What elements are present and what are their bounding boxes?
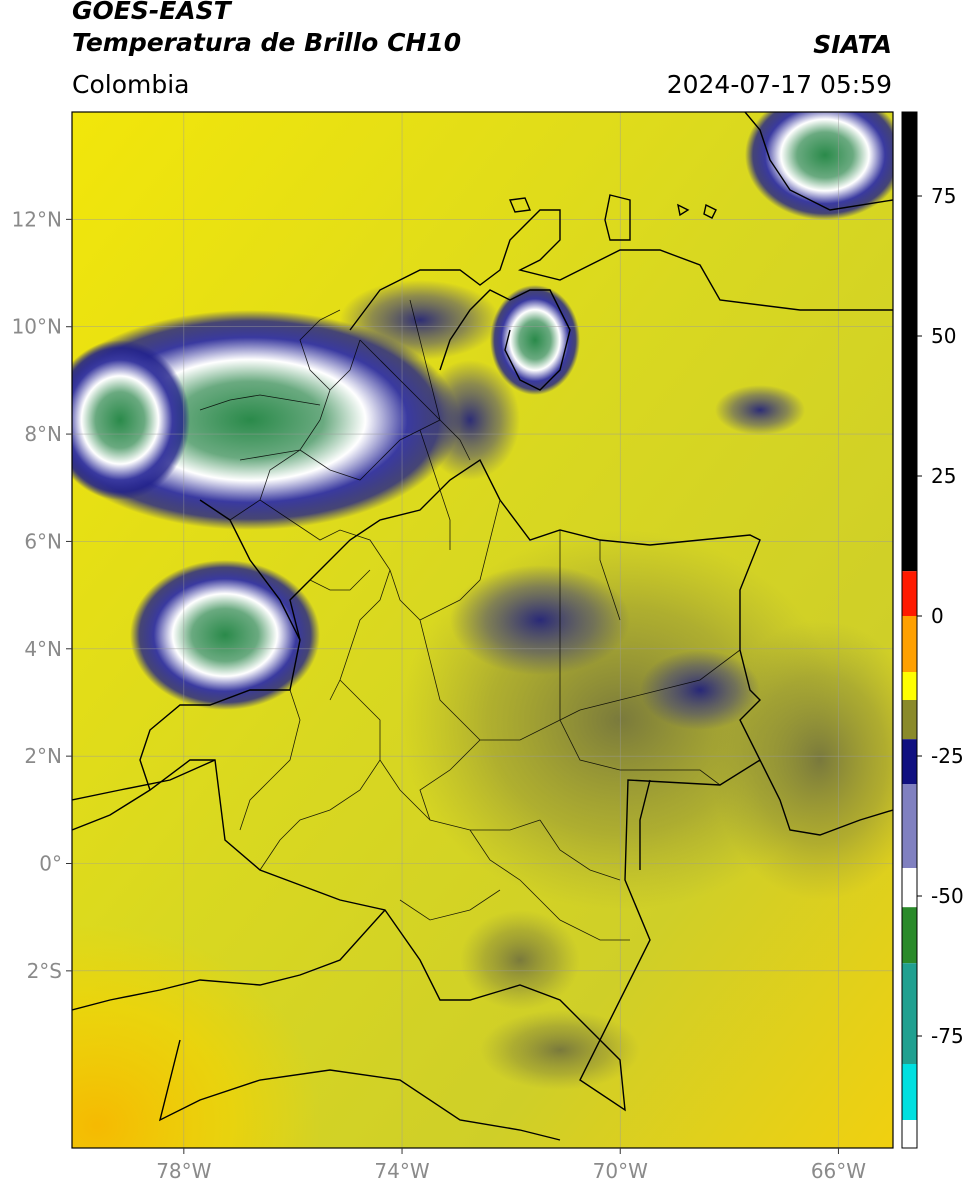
colorbar-frame [901,111,918,1149]
colorbar-tick-label: 75 [931,184,956,208]
map-frame [71,111,894,1149]
lon-tick-label: 66°W [811,1159,866,1183]
colorbar-segment [902,1120,917,1148]
lat-tick-label: 10°N [12,315,62,339]
lat-tick-label: 0° [39,852,62,876]
colorbar-segment [902,672,917,700]
lon-tick-label: 70°W [593,1159,648,1183]
lat-tick-label: 8°N [24,422,62,446]
colorbar-tick-label: -50 [931,884,964,908]
agency-label: SIATA [813,30,892,59]
lon-tick-label: 74°W [374,1159,429,1183]
colorbar-tick-label: -25 [931,744,964,768]
department-borders [199,299,741,941]
colorbar-segment [902,907,917,964]
colorbar-segment [902,112,917,572]
colorbar-tick-label: 25 [931,464,956,488]
lat-tick-label: 2°S [27,959,62,983]
map-area [72,112,893,1148]
colorbar-segment [902,616,917,672]
lat-tick-label: 4°N [24,637,62,661]
colorbar-segment [902,571,917,616]
lat-tick-label: 2°N [24,744,62,768]
region-label: Colombia [72,70,190,99]
colorbar-tick-label: -75 [931,1024,964,1048]
colorbar-segment [902,784,917,868]
colorbar-segment [902,963,917,1064]
product-title: Temperatura de Brillo CH10 [72,28,462,57]
colorbar: 75 50 25 0 -25 -50 -75 [901,111,964,1149]
colorbar-tick-label: 0 [931,604,944,628]
longitude-axis: 78°W 74°W 70°W 66°W [156,1148,866,1183]
colorbar-segment [902,1064,917,1120]
satellite-title: GOES-EAST [72,0,231,25]
timestamp-label: 2024-07-17 05:59 [666,70,892,99]
latitude-axis: 12°N 10°N 8°N 6°N 4°N 2°N 0° 2°S [12,207,72,983]
graticule [72,112,893,1148]
lat-tick-label: 6°N [24,529,62,553]
country-borders [72,112,893,1141]
colorbar-tick-label: 50 [931,324,956,348]
colorbar-segment [902,700,917,740]
lat-tick-label: 12°N [12,207,62,231]
colorbar-segment [902,739,917,784]
lon-tick-label: 78°W [156,1159,211,1183]
colorbar-segment [902,868,917,908]
